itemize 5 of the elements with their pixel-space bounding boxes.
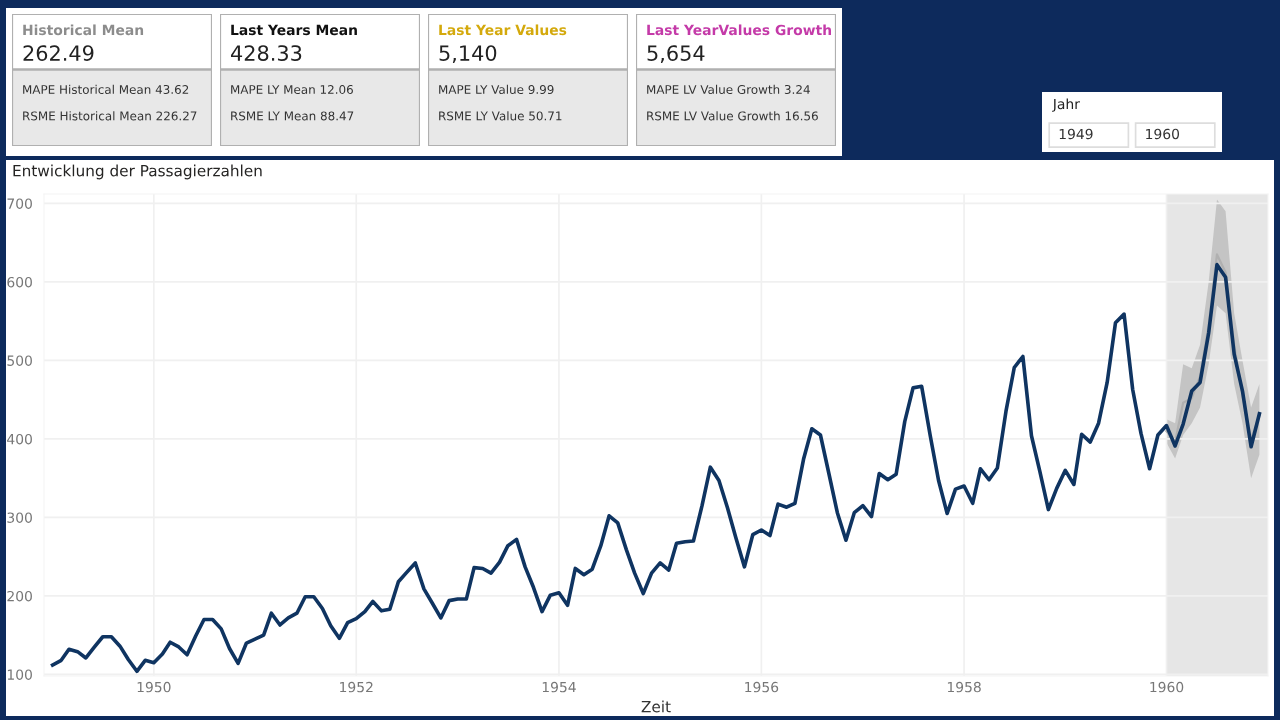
text: 5,140 [439,45,497,64]
text: 428.33 [231,45,302,61]
text: 262.49 [23,45,94,61]
text: 5,654 [647,45,705,64]
line-series [50,262,1262,674]
